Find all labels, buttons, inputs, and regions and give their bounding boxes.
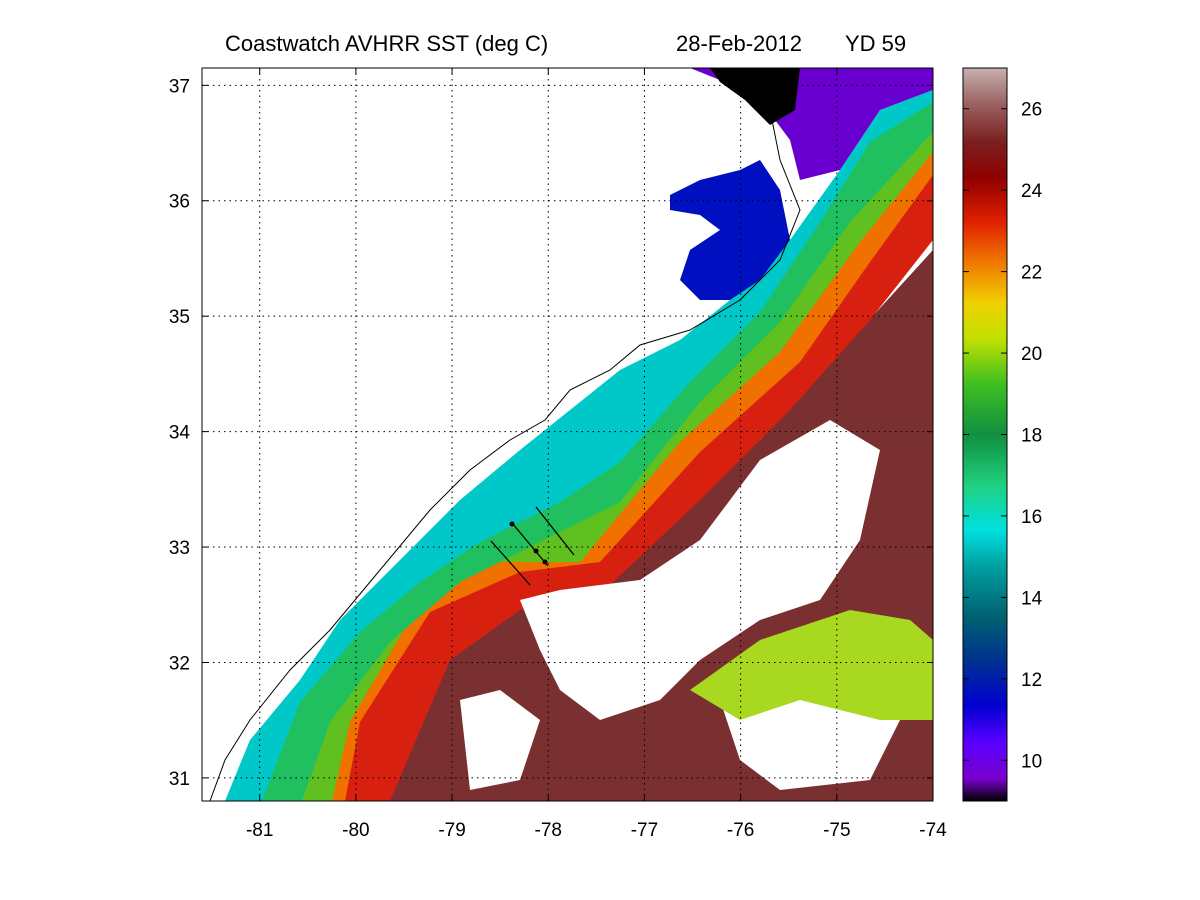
lat-tick-label: 31 [169, 769, 190, 790]
map-yearday: YD 59 [845, 31, 906, 56]
lon-tick-label: -74 [919, 820, 947, 841]
lat-tick-label: 35 [169, 307, 190, 328]
lon-tick-label: -75 [823, 820, 850, 841]
lat-tick-label: 37 [169, 76, 190, 97]
lon-tick-label: -80 [342, 820, 369, 841]
colorbar-tick-label: 14 [1021, 588, 1043, 609]
map-frame [201, 67, 934, 802]
colorbar-tick-label: 16 [1021, 507, 1042, 528]
station-markers [509, 521, 548, 565]
colorbar-tick-label: 18 [1021, 426, 1042, 447]
lat-tick-label: 33 [169, 538, 190, 559]
map-title: Coastwatch AVHRR SST (deg C) [225, 31, 548, 56]
map-date: 28-Feb-2012 [676, 31, 802, 56]
colorbar-tick-label: 12 [1021, 670, 1042, 691]
lat-tick-label: 32 [169, 653, 190, 674]
longitude-axis: -81 -80 -79 -78 -77 -76 -75 -74 [246, 68, 947, 841]
colorbar [962, 67, 1008, 802]
map-grid [202, 68, 934, 801]
coastline [209, 68, 801, 801]
colorbar-axis: 10 12 14 16 18 20 22 24 26 [963, 100, 1043, 772]
colorbar-tick-label: 10 [1021, 751, 1042, 772]
colorbar-tick-label: 26 [1021, 100, 1042, 121]
transect-lines [490, 506, 575, 586]
lon-tick-label: -77 [631, 820, 658, 841]
colorbar-tick-label: 20 [1021, 344, 1042, 365]
lat-tick-label: 36 [169, 192, 190, 213]
lon-tick-label: -81 [246, 820, 273, 841]
sst-field [202, 68, 933, 801]
lat-tick-label: 34 [169, 423, 191, 444]
lon-tick-label: -76 [727, 820, 754, 841]
lon-tick-label: -79 [438, 820, 465, 841]
colorbar-tick-label: 24 [1021, 181, 1043, 202]
lon-tick-label: -78 [535, 820, 562, 841]
latitude-axis: 31 32 33 34 35 36 37 [169, 76, 933, 790]
colorbar-tick-label: 22 [1021, 263, 1042, 284]
